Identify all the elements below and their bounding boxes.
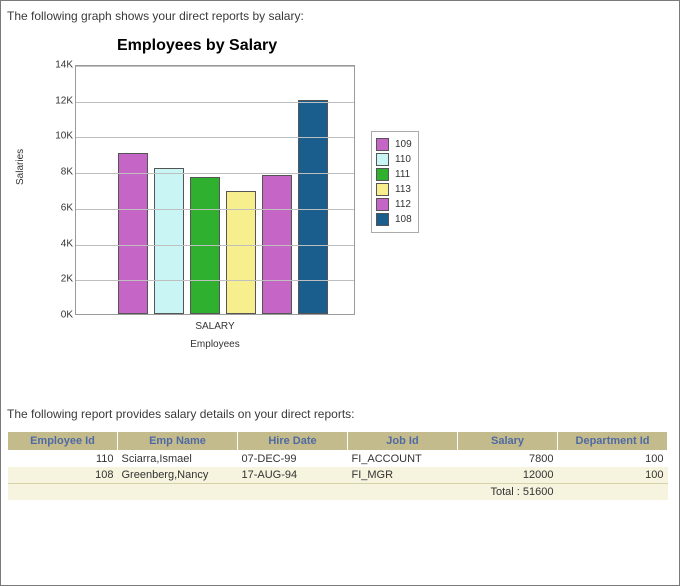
chart-bar (154, 168, 184, 314)
table-total-cell: Total : 51600 (458, 484, 558, 501)
legend-swatch (376, 138, 389, 151)
table-cell: 07-DEC-99 (238, 451, 348, 468)
table-cell: 108 (8, 467, 118, 484)
table-footer-cell (238, 484, 348, 501)
table-cell: Sciarra,Ismael (118, 451, 238, 468)
chart-gridline (76, 102, 354, 103)
legend-label: 111 (395, 169, 410, 180)
chart-area: Salaries 0K2K4K6K8K10K12K14K SALARY Empl… (27, 65, 427, 365)
chart-gridline (76, 209, 354, 210)
chart-ytick: 10K (47, 131, 73, 142)
legend-swatch (376, 168, 389, 181)
table-footer-cell (348, 484, 458, 501)
chart-gridline (76, 280, 354, 281)
table-row: 108Greenberg,Nancy17-AUG-94FI_MGR1200010… (8, 467, 668, 484)
legend-item: 112 (376, 198, 412, 211)
legend-item: 111 (376, 168, 412, 181)
table-header-cell: Emp Name (118, 432, 238, 451)
table-cell: 7800 (458, 451, 558, 468)
legend-item: 110 (376, 153, 412, 166)
legend-item: 108 (376, 213, 412, 226)
legend-label: 110 (395, 154, 411, 165)
chart-plot (75, 65, 355, 315)
chart-bar (298, 100, 328, 314)
x-category-label: SALARY (75, 321, 355, 332)
chart-ytick: 6K (47, 202, 73, 213)
page-container: { "intro_text_1": "The following graph s… (0, 0, 680, 586)
table-header-cell: Hire Date (238, 432, 348, 451)
table-header-cell: Salary (458, 432, 558, 451)
intro-text-report: The following report provides salary det… (7, 407, 673, 421)
chart-gridline (76, 66, 354, 67)
table-footer-cell (8, 484, 118, 501)
legend-label: 109 (395, 139, 412, 150)
table-header-cell: Employee Id (8, 432, 118, 451)
chart-gridline (76, 245, 354, 246)
legend-swatch (376, 183, 389, 196)
table-header-cell: Job Id (348, 432, 458, 451)
table-cell: 110 (8, 451, 118, 468)
table-footer-cell (558, 484, 668, 501)
legend-label: 108 (395, 214, 412, 225)
table-cell: Greenberg,Nancy (118, 467, 238, 484)
table-cell: 17-AUG-94 (238, 467, 348, 484)
chart-ytick: 0K (47, 310, 73, 321)
legend-label: 113 (395, 184, 411, 195)
chart-gridline (76, 137, 354, 138)
report-table: Employee IdEmp NameHire DateJob IdSalary… (7, 431, 668, 500)
legend-item: 113 (376, 183, 412, 196)
legend-label: 112 (395, 199, 411, 210)
y-axis-label: Salaries (15, 149, 26, 185)
chart-bars (76, 66, 354, 314)
chart-ytick: 8K (47, 167, 73, 178)
chart-title: Employees by Salary (117, 37, 673, 55)
chart-gridline (76, 173, 354, 174)
table-footer-cell (118, 484, 238, 501)
table-cell: 100 (558, 451, 668, 468)
legend-swatch (376, 213, 389, 226)
intro-text-chart: The following graph shows your direct re… (7, 9, 673, 23)
table-header-cell: Department Id (558, 432, 668, 451)
x-axis-label: Employees (75, 339, 355, 350)
table-cell: FI_ACCOUNT (348, 451, 458, 468)
chart-ytick: 2K (47, 274, 73, 285)
legend-item: 109 (376, 138, 412, 151)
table-total-row: Total : 51600 (8, 484, 668, 501)
table-cell: 12000 (458, 467, 558, 484)
legend-swatch (376, 153, 389, 166)
table-cell: FI_MGR (348, 467, 458, 484)
chart-legend: 109 110 111 113 112 108 (371, 131, 419, 233)
chart-bar (118, 153, 148, 314)
chart-ytick: 12K (47, 95, 73, 106)
chart-ytick: 14K (47, 60, 73, 71)
legend-swatch (376, 198, 389, 211)
chart-ytick: 4K (47, 238, 73, 249)
table-header-row: Employee IdEmp NameHire DateJob IdSalary… (8, 432, 668, 451)
table-cell: 100 (558, 467, 668, 484)
table-row: 110Sciarra,Ismael07-DEC-99FI_ACCOUNT7800… (8, 451, 668, 468)
